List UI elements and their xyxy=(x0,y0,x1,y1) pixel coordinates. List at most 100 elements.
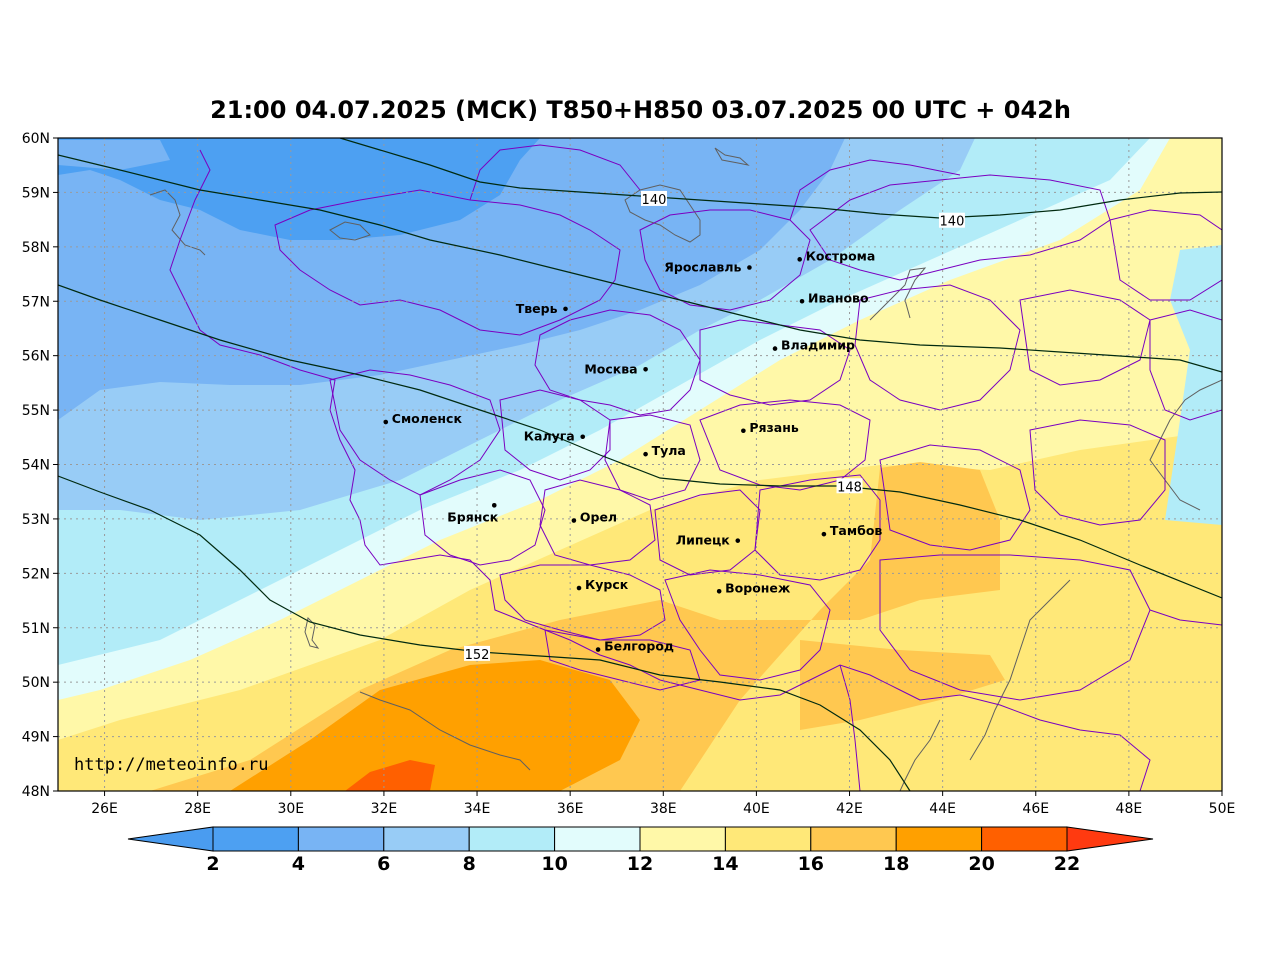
volga-kama xyxy=(1149,379,1222,511)
colorbar-over-arrow xyxy=(1066,826,1154,852)
lon-tick-label: 38E xyxy=(650,801,677,817)
field-18-20 xyxy=(230,660,640,791)
city-marker: Курск xyxy=(576,577,629,592)
colorbar-segment xyxy=(724,826,812,852)
city-marker: Орел xyxy=(571,510,617,525)
lat-tick-label: 49N xyxy=(22,730,50,746)
city-marker: Тула xyxy=(643,443,686,458)
city-label: Калуга xyxy=(524,429,575,444)
city-marker: Кострома xyxy=(797,248,875,263)
colorbar-label: 2 xyxy=(206,853,219,875)
dnieper xyxy=(359,691,531,771)
lon-tick-label: 28E xyxy=(184,801,211,817)
lat-tick-label: 57N xyxy=(22,294,50,310)
city-label: Липецк xyxy=(676,533,731,548)
border-orel xyxy=(539,479,656,566)
city-dot xyxy=(716,588,722,594)
border-chuvash xyxy=(1019,289,1151,386)
contour-140 xyxy=(58,154,1222,373)
lon-tick-label: 34E xyxy=(464,801,491,817)
city-label: Кострома xyxy=(806,248,876,263)
field-6-8-west-lobe xyxy=(58,560,82,640)
volga-east xyxy=(869,267,927,321)
border-ryazan xyxy=(699,399,871,491)
colorbar-segment xyxy=(297,826,385,852)
colorbar-segment xyxy=(383,826,470,852)
lat-tick-label: 52N xyxy=(22,566,50,582)
grid xyxy=(58,138,1223,791)
border-belgorod xyxy=(544,629,701,691)
city-marker: Белгород xyxy=(595,639,674,654)
field-20-22 xyxy=(345,760,435,791)
lon-tick-label: 46E xyxy=(1022,801,1049,817)
lon-tick-label: 30E xyxy=(277,801,304,817)
city-label: Воронеж xyxy=(725,580,791,595)
colorbar-label: 16 xyxy=(798,853,824,875)
city-label: Владимир xyxy=(781,338,855,353)
city-dot xyxy=(741,428,746,434)
city-label: Москва xyxy=(584,361,637,376)
volga-lower xyxy=(969,579,1071,761)
border-saratov xyxy=(879,554,1151,701)
colorbar: 2 4 6 8 10 12 14 16 18 20 22 xyxy=(127,826,1154,875)
border-penza xyxy=(879,444,1031,551)
city-marker: Липецк xyxy=(676,533,741,548)
city-label: Белгород xyxy=(604,639,674,654)
axes: 26E 28E 30E 32E 34E 36E 38E 40E 42E 44E 46E 48E 50E 6… xyxy=(22,131,1236,817)
border-volgograd xyxy=(919,694,1151,791)
lon-tick-label: 44E xyxy=(929,801,956,817)
lake-small-north xyxy=(714,147,750,166)
gulf-west xyxy=(149,189,206,256)
city-dot xyxy=(799,298,805,304)
water-features xyxy=(149,147,1222,791)
contour-140-north xyxy=(339,138,1222,219)
city-marker: Воронеж xyxy=(716,580,791,595)
border-vologda xyxy=(789,159,961,221)
cities: Ярославль Кострома Иваново Тверь Владимир Мос… xyxy=(383,248,882,654)
lat-tick-label: 53N xyxy=(22,512,50,528)
border-east-line xyxy=(1149,609,1222,626)
lon-tick-label: 42E xyxy=(836,801,863,817)
watermark: http://meteoinfo.ru xyxy=(74,755,268,775)
don-south xyxy=(899,719,941,791)
city-marker: Тамбов xyxy=(821,523,882,538)
field-8-10-east xyxy=(1165,245,1222,525)
city-dot xyxy=(563,306,568,312)
city-marker: Тверь xyxy=(516,301,568,316)
border-moscow xyxy=(534,309,701,416)
border-tula xyxy=(604,414,701,501)
city-marker: Смоленск xyxy=(383,411,462,426)
lat-tick-label: 50N xyxy=(22,675,50,691)
city-dot xyxy=(571,518,577,523)
lat-tick-label: 60N xyxy=(22,131,50,147)
contour-label: 140 xyxy=(940,215,965,230)
lon-tick-label: 50E xyxy=(1209,801,1236,817)
colorbar-under-arrow xyxy=(127,826,214,852)
city-label: Орел xyxy=(580,510,617,525)
city-dot xyxy=(797,257,803,262)
lat-tick-label: 48N xyxy=(22,784,50,800)
border-smolensk xyxy=(329,369,501,496)
city-label: Курск xyxy=(585,577,629,592)
city-dot xyxy=(643,366,648,372)
borders xyxy=(169,144,1222,791)
lake-west xyxy=(329,221,371,241)
city-dot xyxy=(491,503,497,508)
city-label: Иваново xyxy=(808,290,869,305)
colorbar-label: 20 xyxy=(968,853,994,875)
city-dot xyxy=(747,265,752,270)
border-voronezh xyxy=(664,569,831,681)
field-2-4-small xyxy=(58,140,170,170)
city-dot xyxy=(576,585,582,591)
lon-tick-label: 32E xyxy=(371,801,398,817)
lon-tick-label: 26E xyxy=(91,801,118,817)
city-marker: Рязань xyxy=(741,420,799,435)
border-yaroslavl xyxy=(639,209,811,311)
city-dot xyxy=(383,419,389,425)
city-dot xyxy=(735,538,741,543)
border-nizhny xyxy=(854,284,1021,411)
city-dot xyxy=(580,434,586,440)
border-tambov xyxy=(754,474,881,581)
contour-label: 148 xyxy=(837,480,862,495)
